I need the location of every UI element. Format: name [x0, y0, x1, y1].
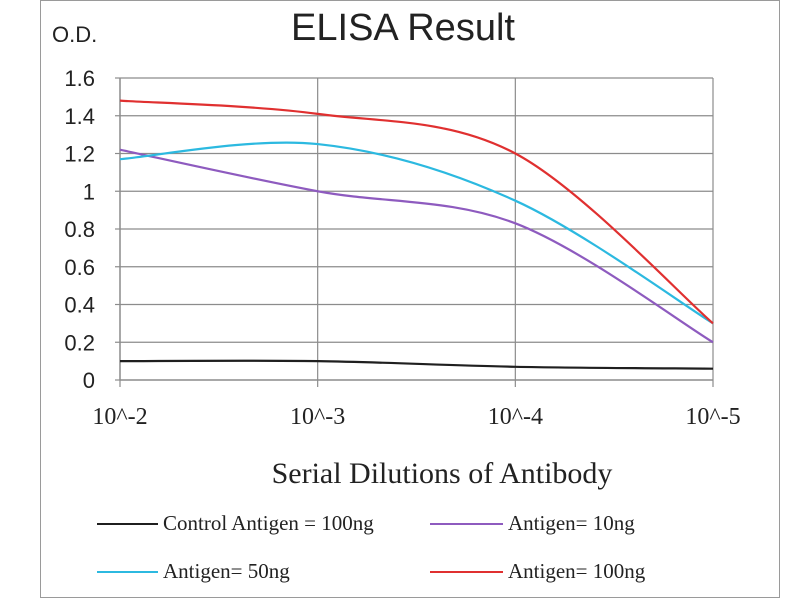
- y-tick-label: 0.4: [64, 293, 95, 318]
- y-tick-label: 1: [83, 179, 95, 204]
- y-tick-label: 1.6: [64, 66, 95, 91]
- grid-lines: [120, 77, 714, 380]
- series-line: [119, 148, 714, 344]
- y-tick-label: 1.4: [64, 104, 95, 129]
- y-tick-label: 0: [83, 368, 95, 393]
- x-tick-labels: 10^-2 10^-3 10^-4 10^-5: [92, 404, 740, 430]
- x-tick-label: 10^-5: [685, 404, 740, 430]
- x-tick-label: 10^-3: [290, 404, 345, 430]
- legend-label: Control Antigen = 100ng: [163, 511, 374, 535]
- legend-label: Antigen= 100ng: [508, 559, 646, 583]
- y-tick-labels: 0 0.2 0.4 0.6 0.8 1 1.2 1.4 1.6: [64, 66, 95, 393]
- y-tick-label: 0.8: [64, 217, 95, 242]
- x-tick-label: 10^-2: [92, 404, 147, 430]
- y-tick-label: 1.2: [64, 142, 95, 167]
- series-line: [119, 359, 714, 370]
- series-line: [119, 99, 714, 325]
- series-line: [119, 141, 714, 325]
- chart-title: ELISA Result: [291, 7, 515, 49]
- legend-label: Antigen= 50ng: [163, 559, 290, 583]
- chart-frame: [40, 0, 780, 598]
- axes: [115, 77, 714, 387]
- y-tick-label: 0.6: [64, 255, 95, 280]
- y-axis-label: O.D.: [52, 22, 97, 47]
- x-axis-label: Serial Dilutions of Antibody: [272, 457, 613, 490]
- legend: Control Antigen = 100ng Antigen= 10ng Anti…: [97, 511, 646, 583]
- series-lines: [119, 99, 714, 370]
- legend-label: Antigen= 10ng: [508, 511, 635, 535]
- x-tick-label: 10^-4: [488, 404, 543, 430]
- y-tick-label: 0.2: [64, 330, 95, 355]
